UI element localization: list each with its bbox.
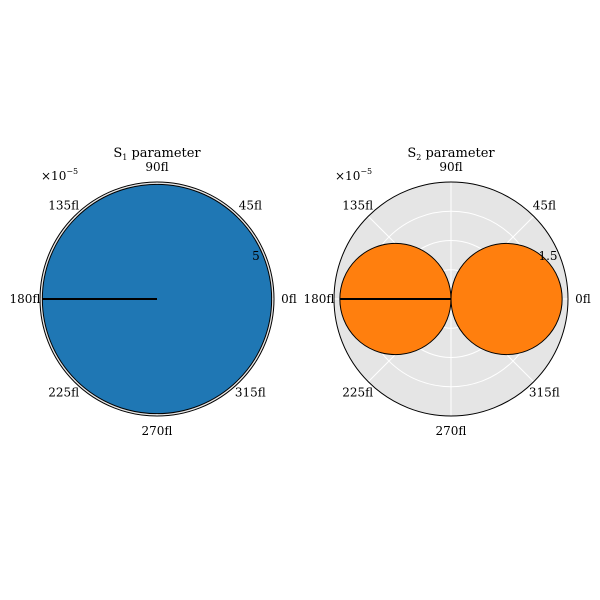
s1-chart-title: S1 parameter [113,146,201,162]
s2-theta-tick-90: 90fl [439,160,462,174]
s1-theta-tick-225: 225fl [48,385,79,399]
s2-theta-tick-135: 135fl [342,199,373,213]
s1-polar-chart: S1 parameter ×10−5 0fl 45fl 90fl 135fl 180fl… [10,146,297,438]
s1-theta-ticks: 0fl 45fl 90fl 135fl 180fl 225fl 270fl 315fl [10,160,297,438]
s1-polar-body [39,181,275,417]
s1-theta-tick-45: 45fl [239,199,262,213]
s1-theta-tick-270: 270fl [142,424,173,438]
s1-r-tick-label: 5 [252,249,260,263]
s2-theta-tick-45: 45fl [533,199,556,213]
s2-axes-border [333,181,569,417]
s1-theta-tick-0: 0fl [281,292,297,306]
s1-theta-tick-90: 90fl [145,160,168,174]
s2-r-tick-label: 1.5 [538,249,557,263]
s2-offset-label: ×10−5 [335,167,372,183]
s1-theta-tick-135: 135fl [48,199,79,213]
s2-theta-tick-225: 225fl [342,385,373,399]
s2-theta-tick-180: 180fl [304,292,335,306]
s2-polar-body [333,181,569,417]
s2-theta-ticks: 0fl 45fl 90fl 135fl 180fl 225fl 270fl 315fl [304,160,591,438]
s1-offset-label: ×10−5 [41,167,78,183]
s2-polar-chart: S2 parameter ×10−5 0fl 45fl 90fl 135fl 180fl… [304,146,591,438]
s2-theta-tick-270: 270fl [436,424,467,438]
s1-theta-tick-315: 315fl [235,385,266,399]
s2-theta-tick-315: 315fl [529,385,560,399]
s1-axes-border [39,181,275,417]
s1-theta-tick-180: 180fl [10,292,41,306]
s2-chart-title: S2 parameter [407,146,495,162]
s2-theta-tick-0: 0fl [575,292,591,306]
